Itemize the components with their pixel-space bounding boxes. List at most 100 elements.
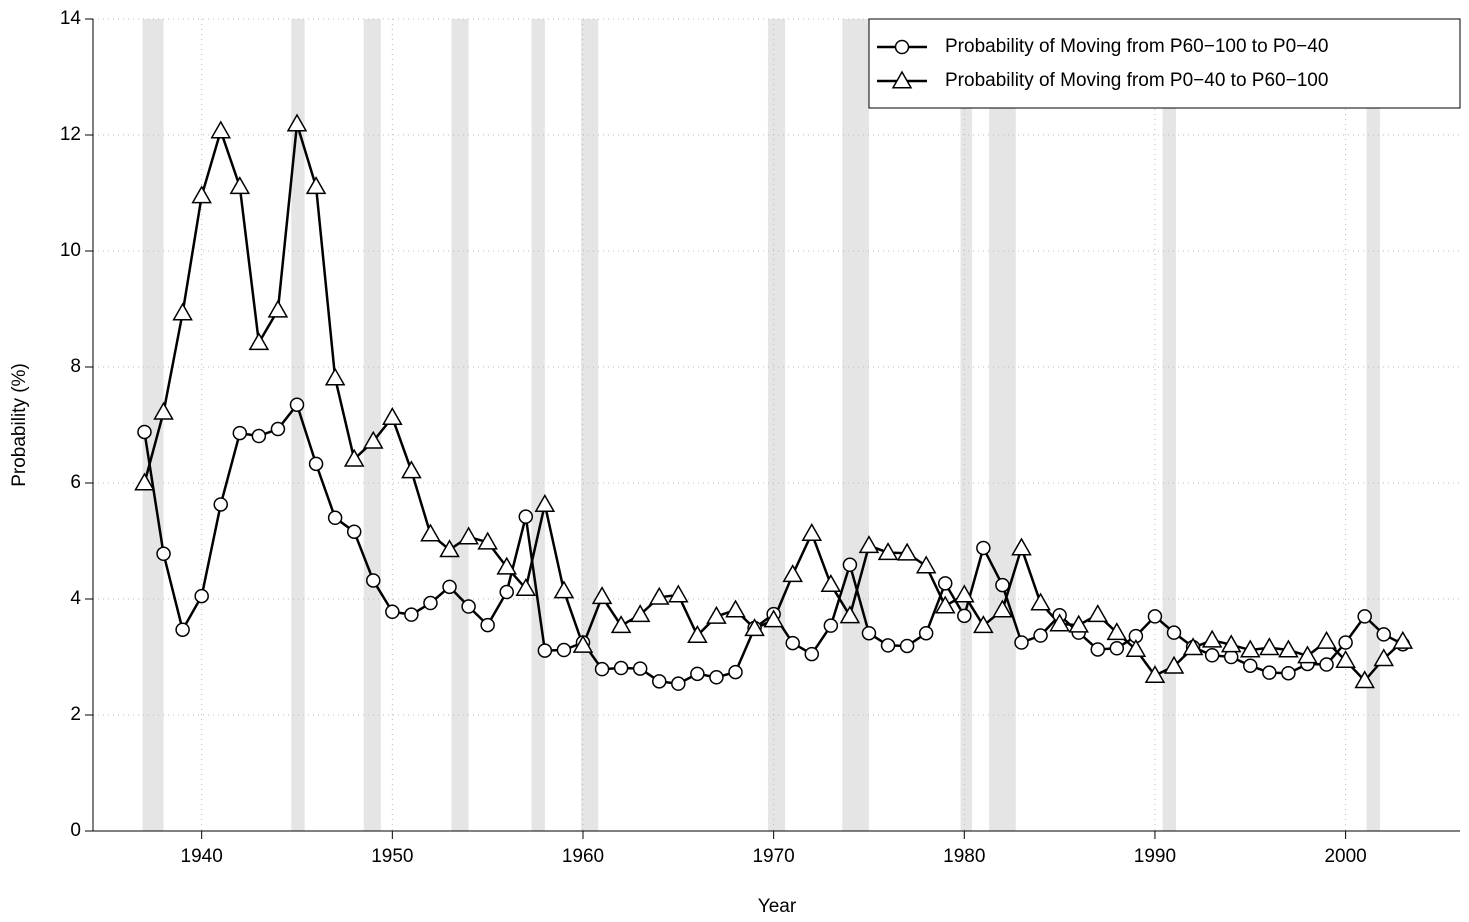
marker <box>728 664 743 680</box>
recession-band <box>451 19 469 831</box>
marker <box>763 609 784 628</box>
marker <box>1049 613 1070 632</box>
marker <box>385 604 400 620</box>
marker <box>594 661 610 677</box>
marker <box>229 176 251 195</box>
marker <box>213 497 228 512</box>
marker <box>1262 665 1277 680</box>
marker <box>324 367 346 386</box>
marker <box>687 625 708 644</box>
marker <box>1068 614 1089 633</box>
marker <box>801 522 823 541</box>
marker <box>896 542 918 561</box>
marker <box>1220 634 1242 653</box>
marker <box>651 674 667 689</box>
marker <box>992 599 1013 618</box>
recession-band <box>363 19 381 831</box>
marker <box>976 540 991 556</box>
marker <box>1109 641 1125 656</box>
marker <box>156 546 171 562</box>
marker <box>267 299 289 318</box>
marker <box>877 542 899 561</box>
marker <box>232 425 248 441</box>
marker <box>1392 630 1414 649</box>
marker <box>1259 637 1280 656</box>
marker <box>1297 645 1318 664</box>
marker <box>1335 649 1356 668</box>
marker <box>1201 629 1223 648</box>
marker <box>1281 665 1296 681</box>
marker <box>1166 625 1182 640</box>
marker <box>286 113 308 132</box>
marker <box>423 595 438 611</box>
marker <box>1338 635 1353 650</box>
y-axis-label: Probability (%) <box>9 363 30 487</box>
marker <box>804 646 820 662</box>
marker <box>1223 649 1239 665</box>
marker <box>366 573 381 588</box>
recession-band <box>960 19 972 831</box>
marker <box>632 661 648 676</box>
marker <box>629 604 651 623</box>
legend-box <box>868 18 1461 109</box>
marker <box>820 573 842 592</box>
x-tick-label: 2000 <box>1324 846 1366 867</box>
recession-band <box>842 19 869 831</box>
legend-label: Probability of Moving from P0−40 to P60−… <box>945 70 1328 91</box>
marker <box>1278 639 1299 658</box>
marker <box>671 676 686 691</box>
marker <box>1030 592 1051 611</box>
marker <box>858 535 880 554</box>
marker <box>1011 537 1032 556</box>
marker <box>1204 648 1220 663</box>
y-tick-label: 0 <box>70 820 81 841</box>
marker <box>1090 642 1106 657</box>
legend-label: Probability of Moving from P60−100 to P0… <box>945 36 1328 57</box>
marker <box>725 599 746 618</box>
marker <box>327 510 343 526</box>
marker <box>973 615 994 634</box>
marker <box>1373 648 1395 667</box>
marker <box>401 460 422 479</box>
marker <box>1182 637 1204 656</box>
marker <box>1316 630 1337 649</box>
y-tick-label: 2 <box>70 704 81 725</box>
marker <box>175 622 190 637</box>
marker <box>572 634 594 653</box>
marker <box>1354 670 1375 689</box>
marker <box>1357 609 1372 624</box>
y-tick-label: 4 <box>70 588 81 609</box>
y-tick-label: 10 <box>60 240 81 261</box>
y-tick-label: 12 <box>60 124 81 145</box>
marker <box>289 397 305 412</box>
marker <box>270 421 286 437</box>
marker <box>610 615 632 634</box>
marker <box>1239 639 1261 658</box>
x-tick-label: 1960 <box>562 846 604 867</box>
marker <box>477 531 498 550</box>
marker <box>308 456 324 472</box>
marker <box>1087 604 1109 623</box>
marker <box>613 660 629 676</box>
marker <box>782 564 803 583</box>
marker <box>461 599 476 614</box>
x-tick-label: 1950 <box>371 846 413 867</box>
y-tick-label: 14 <box>60 8 82 29</box>
recession-band <box>767 19 786 831</box>
marker <box>210 120 232 139</box>
marker <box>382 406 403 425</box>
marker <box>861 625 877 641</box>
y-tick-label: 6 <box>70 472 81 493</box>
marker <box>172 302 193 321</box>
marker <box>954 584 975 603</box>
recession-band <box>1162 19 1176 831</box>
marker <box>515 578 537 597</box>
marker <box>480 617 495 633</box>
marker <box>591 586 613 605</box>
marker <box>915 555 937 574</box>
x-tick-label: 1940 <box>181 846 223 867</box>
x-tick-label: 1980 <box>943 846 985 867</box>
marker <box>648 586 670 605</box>
marker <box>709 670 724 685</box>
